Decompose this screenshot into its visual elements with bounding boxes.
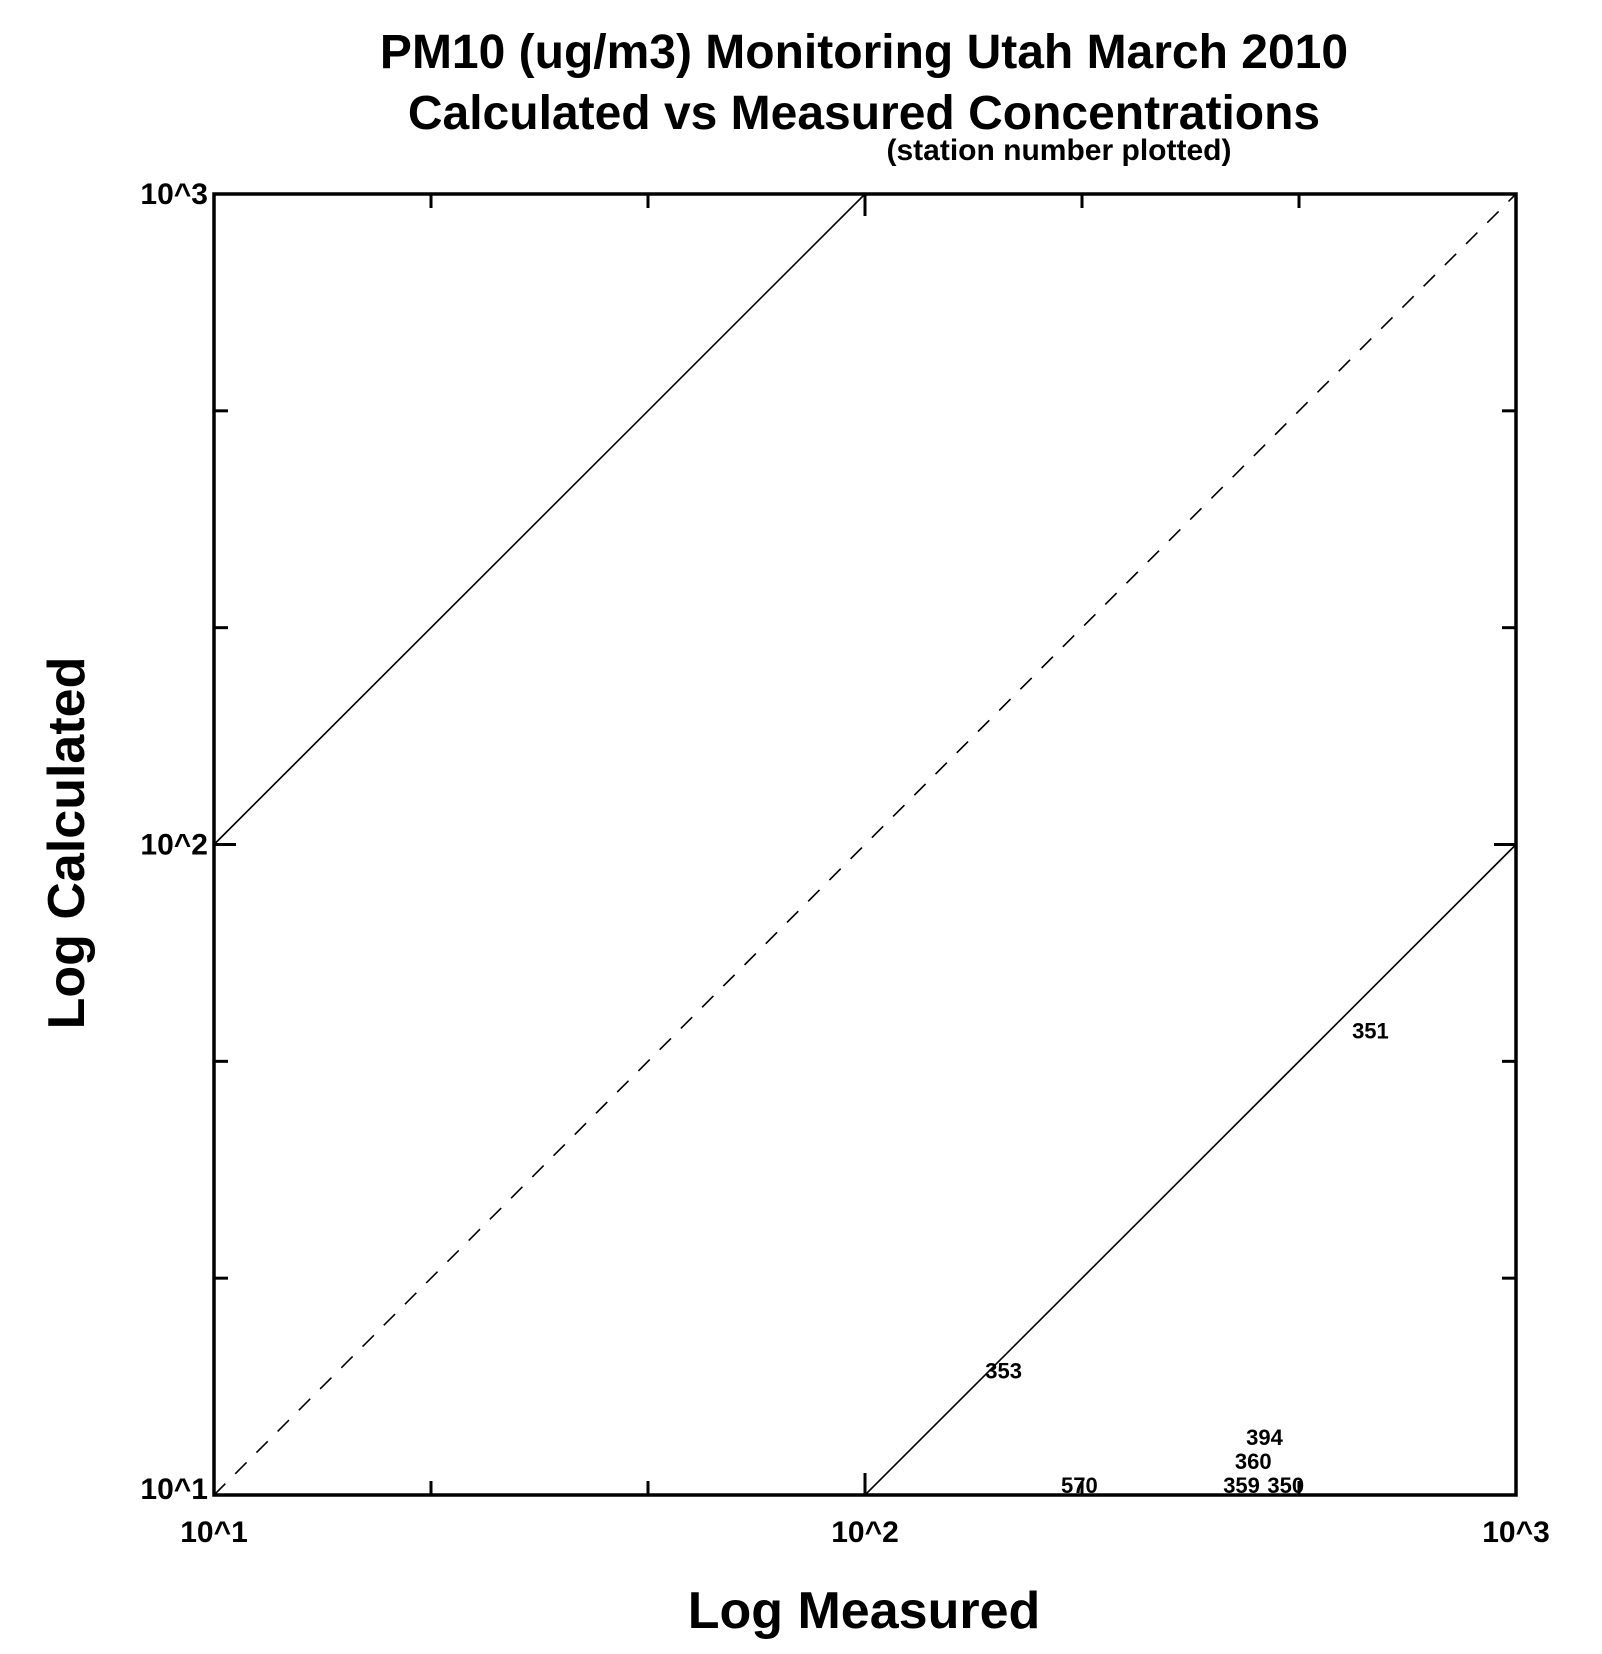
y-tick-label: 10^3 xyxy=(140,178,208,211)
station-point-label: 360 xyxy=(1235,1449,1272,1474)
reference-line-2 xyxy=(864,843,1517,1496)
station-point-label: 394 xyxy=(1246,1425,1283,1450)
station-point-label: 570 xyxy=(1061,1473,1098,1498)
y-tick-label: 10^1 xyxy=(140,1473,208,1506)
chart-note: (station number plotted) xyxy=(887,134,1232,167)
x-axis-label: Log Measured xyxy=(688,1582,1041,1640)
x-tick-label: 10^1 xyxy=(180,1516,248,1549)
station-point-label: 351 xyxy=(1352,1018,1389,1043)
station-point-label: 353 xyxy=(985,1358,1022,1383)
chart-subtitle: Calculated vs Measured Concentrations xyxy=(408,87,1320,140)
y-tick-label: 10^2 xyxy=(140,829,208,862)
reference-line-1 xyxy=(213,193,866,846)
station-point-label: 359 xyxy=(1223,1473,1260,1498)
x-tick-label: 10^3 xyxy=(1482,1516,1550,1549)
chart-title: PM10 (ug/m3) Monitoring Utah March 2010 xyxy=(380,26,1348,79)
y-axis-label: Log Calculated xyxy=(38,657,96,1030)
x-tick-label: 10^2 xyxy=(831,1516,899,1549)
station-point-label: 350 xyxy=(1267,1473,1304,1498)
reference-line-0 xyxy=(213,193,1517,1496)
